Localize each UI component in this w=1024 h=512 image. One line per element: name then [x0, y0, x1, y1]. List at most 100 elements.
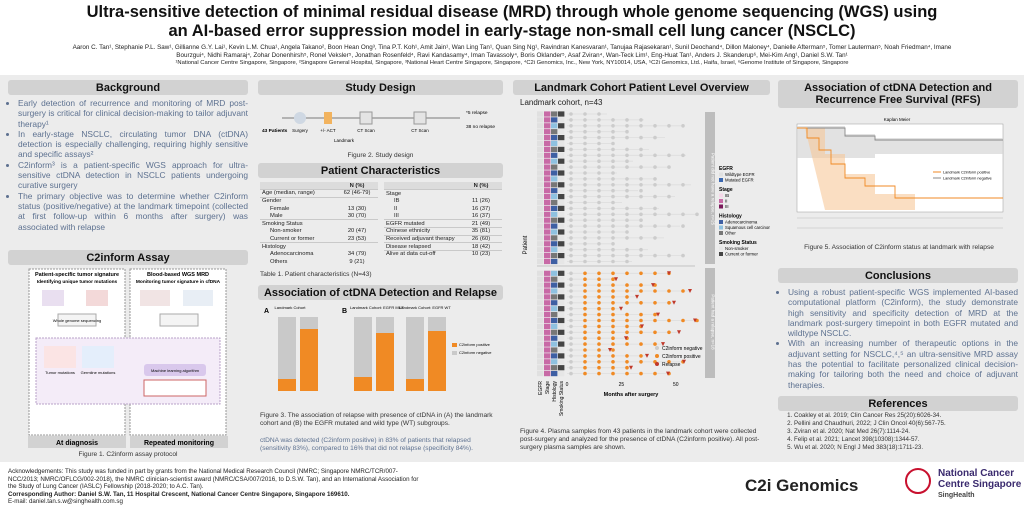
annotation-cell — [544, 135, 551, 141]
x-tick-label: 50 — [673, 382, 679, 388]
annotation-cell — [558, 323, 565, 329]
sample-dot — [597, 371, 601, 376]
legend-label: Mutated EGFR — [725, 178, 754, 183]
sample-dot — [597, 200, 601, 205]
legend-label: C2inform negative — [662, 346, 703, 352]
annotation-cell — [558, 176, 565, 182]
annotation-cell — [558, 312, 565, 318]
sample-dot — [625, 212, 629, 217]
sample-dot — [681, 124, 685, 128]
label: Blood-based WGS MRD — [147, 272, 209, 278]
annotation-cell — [537, 300, 544, 306]
annotation-cell — [544, 140, 551, 147]
sample-dot — [625, 330, 629, 335]
sample-dot — [569, 277, 573, 281]
relapse-marker — [693, 318, 697, 323]
annotation-cell — [551, 341, 558, 347]
sample-dot — [695, 212, 699, 217]
x-axis-label: Months after surgery — [604, 392, 660, 398]
annotation-cell — [544, 123, 551, 129]
sample-dot — [653, 135, 657, 140]
sample-dot — [639, 371, 643, 376]
sample-dot — [583, 124, 587, 128]
annotation-cell — [551, 258, 558, 265]
cell: 18 (42) — [460, 242, 502, 251]
sample-dot — [597, 147, 601, 152]
annotation-cell — [544, 270, 551, 276]
annotation-cell — [558, 359, 565, 365]
annotation-cell — [537, 123, 544, 129]
table-header: N (%) — [260, 182, 378, 190]
annotation-cell — [544, 111, 551, 117]
sample-dot — [569, 224, 573, 228]
sample-dot — [597, 124, 601, 128]
sample-dot — [625, 183, 629, 187]
sample-dot — [653, 312, 657, 317]
annotation-cell — [537, 317, 544, 324]
sample-dot — [597, 318, 601, 323]
sample-dot — [639, 188, 643, 193]
legend-label: C2inform positive — [459, 342, 491, 347]
cell: IB — [394, 197, 400, 204]
header: Ultra-sensitive detection of minimal res… — [0, 0, 1024, 75]
study-figure: 43 Patients Surgery +/- ACT Landmark CT … — [262, 110, 495, 143]
list-item: In early-stage NSCLC, circulating tumor … — [18, 129, 248, 160]
sample-dot — [639, 312, 643, 317]
sample-dot — [597, 247, 601, 252]
annotation-cell — [558, 194, 565, 200]
cell: N (%) — [460, 182, 502, 190]
table-row: IB 11 (26) — [384, 197, 502, 205]
sample-dot — [625, 147, 629, 152]
annotation-cell — [537, 170, 544, 176]
annotation-cell — [537, 140, 544, 147]
annotation-cell — [544, 223, 551, 229]
annotation-cell — [558, 146, 565, 152]
sample-dot — [569, 330, 573, 335]
legend-label: III — [725, 204, 729, 209]
sample-dot — [597, 236, 601, 240]
title-line: an AI-based error suppression model in e… — [168, 22, 856, 40]
sample-dot — [611, 147, 615, 152]
sample-dot — [583, 147, 587, 152]
sample-dot — [639, 218, 643, 222]
sample-dot — [597, 348, 601, 352]
sample-dot — [583, 324, 587, 329]
label: B — [342, 308, 347, 315]
annotation-cell — [544, 235, 551, 241]
annotation-cell — [551, 229, 558, 235]
sample-dot — [611, 283, 615, 287]
annotation-cell — [537, 199, 544, 206]
subtitle: Landmark cohort, n=43 — [520, 98, 603, 107]
annotation-cell — [551, 170, 558, 176]
logo-text: Centre Singapore — [938, 479, 1022, 490]
sample-dot — [569, 153, 573, 158]
table-row: Non-smoker 20 (47) — [260, 228, 378, 236]
sample-dot — [583, 289, 587, 293]
list-item: The primary objective was to determine w… — [18, 191, 248, 232]
cell: Received adjuvant therapy — [384, 234, 460, 243]
label: Identifying unique tumor mutations — [37, 279, 118, 285]
sample-dot — [611, 277, 615, 281]
annotation-cell — [537, 117, 544, 123]
sample-dot — [639, 177, 643, 181]
sample-dot — [597, 153, 601, 158]
sample-dot — [583, 171, 587, 175]
sample-dot — [639, 165, 643, 169]
cell — [384, 182, 460, 190]
logo-ncc: National Cancer Centre Singapore SingHea… — [938, 468, 1021, 501]
sample-dot — [583, 283, 587, 287]
sample-dot — [583, 271, 587, 276]
annotation-cell — [551, 335, 558, 341]
email: E-mail: daniel.tan.s.w@singhealth.com.sg — [8, 498, 123, 505]
assay-figure: Patient-specific tumor signature Identif… — [28, 268, 228, 448]
list-item: Pellini and Chaudhuri, 2022; J Clin Onco… — [794, 420, 1018, 428]
legend-swatch — [719, 246, 723, 251]
annotation-cell — [551, 306, 558, 312]
footer: Acknowledgements: This study was funded … — [0, 462, 1024, 512]
annotation-cell — [537, 158, 544, 164]
legend-swatch — [719, 220, 723, 224]
legend-swatch — [719, 178, 723, 182]
sample-dot — [569, 242, 573, 246]
annotation-cell — [551, 365, 558, 371]
annotation-cell — [544, 146, 551, 152]
